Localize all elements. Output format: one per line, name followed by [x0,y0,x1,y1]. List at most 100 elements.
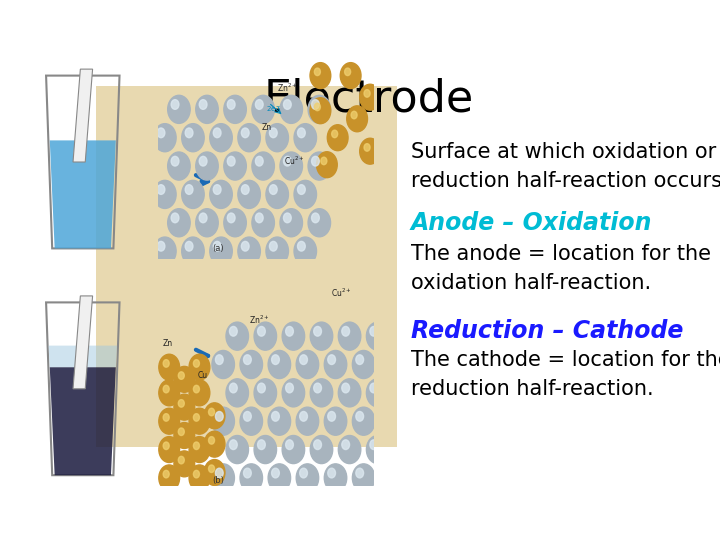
Circle shape [153,124,176,152]
Circle shape [224,208,246,237]
Circle shape [280,95,302,124]
Circle shape [194,442,199,449]
Circle shape [258,326,265,336]
Circle shape [189,354,210,380]
Circle shape [351,111,357,119]
Circle shape [269,128,277,138]
Circle shape [342,440,350,449]
Circle shape [356,411,364,421]
Circle shape [196,208,218,237]
Circle shape [297,241,305,251]
Circle shape [314,383,322,393]
Circle shape [171,213,179,222]
Circle shape [171,157,179,166]
Circle shape [238,180,261,208]
Circle shape [230,326,238,336]
Circle shape [370,383,378,393]
Text: (b): (b) [212,476,224,485]
Circle shape [240,350,263,379]
Circle shape [209,436,215,444]
Circle shape [308,95,330,124]
Circle shape [196,152,218,180]
Circle shape [338,322,361,350]
Text: 2e$^-$: 2e$^-$ [266,104,282,113]
Circle shape [168,208,190,237]
Circle shape [328,411,336,421]
Circle shape [179,400,184,407]
Circle shape [271,411,279,421]
Circle shape [209,408,215,416]
Circle shape [204,403,225,429]
Circle shape [366,322,389,350]
Circle shape [254,322,276,350]
Circle shape [286,383,294,393]
Circle shape [174,451,194,477]
Text: The cathode = location for the: The cathode = location for the [411,350,720,370]
Circle shape [212,407,235,435]
Circle shape [256,157,264,166]
Circle shape [228,157,235,166]
Circle shape [215,411,223,421]
Circle shape [157,128,165,138]
Circle shape [352,464,375,492]
Circle shape [294,124,317,152]
Circle shape [159,380,179,406]
Text: Cu: Cu [197,371,207,380]
Circle shape [294,180,317,208]
Circle shape [252,152,274,180]
Circle shape [370,440,378,449]
Circle shape [268,464,291,492]
Text: Cu$^{2+}$: Cu$^{2+}$ [331,287,352,299]
Circle shape [345,68,351,76]
Circle shape [328,125,348,151]
Circle shape [296,464,319,492]
Circle shape [252,208,274,237]
Circle shape [315,68,320,76]
Circle shape [256,213,264,222]
Circle shape [297,185,305,194]
Polygon shape [50,367,116,475]
Circle shape [300,411,307,421]
Circle shape [269,241,277,251]
Circle shape [179,428,184,435]
Circle shape [174,366,194,392]
Circle shape [163,386,169,393]
Circle shape [163,442,169,449]
Circle shape [194,470,199,478]
Circle shape [212,350,235,379]
Circle shape [179,372,184,379]
Circle shape [194,360,199,367]
Circle shape [317,152,337,178]
Circle shape [356,468,364,478]
Circle shape [228,99,235,109]
Circle shape [213,128,221,138]
Circle shape [286,440,294,449]
Circle shape [189,380,210,406]
Circle shape [240,464,263,492]
Circle shape [254,379,276,407]
Circle shape [352,407,375,435]
Circle shape [189,465,210,491]
Circle shape [338,379,361,407]
Circle shape [312,99,320,109]
Circle shape [268,407,291,435]
Circle shape [238,124,261,152]
Circle shape [271,355,279,365]
Circle shape [314,440,322,449]
Circle shape [342,383,350,393]
Circle shape [168,95,190,124]
Circle shape [310,322,333,350]
Circle shape [179,456,184,464]
Text: oxidation half-reaction.: oxidation half-reaction. [411,273,651,293]
Polygon shape [50,140,116,248]
Circle shape [266,180,289,208]
Circle shape [241,241,249,251]
Circle shape [268,350,291,379]
Circle shape [199,213,207,222]
Circle shape [324,350,347,379]
Circle shape [204,431,225,457]
Text: reduction half-reaction.: reduction half-reaction. [411,379,654,399]
Circle shape [332,130,338,138]
Circle shape [308,208,330,237]
Circle shape [352,350,375,379]
